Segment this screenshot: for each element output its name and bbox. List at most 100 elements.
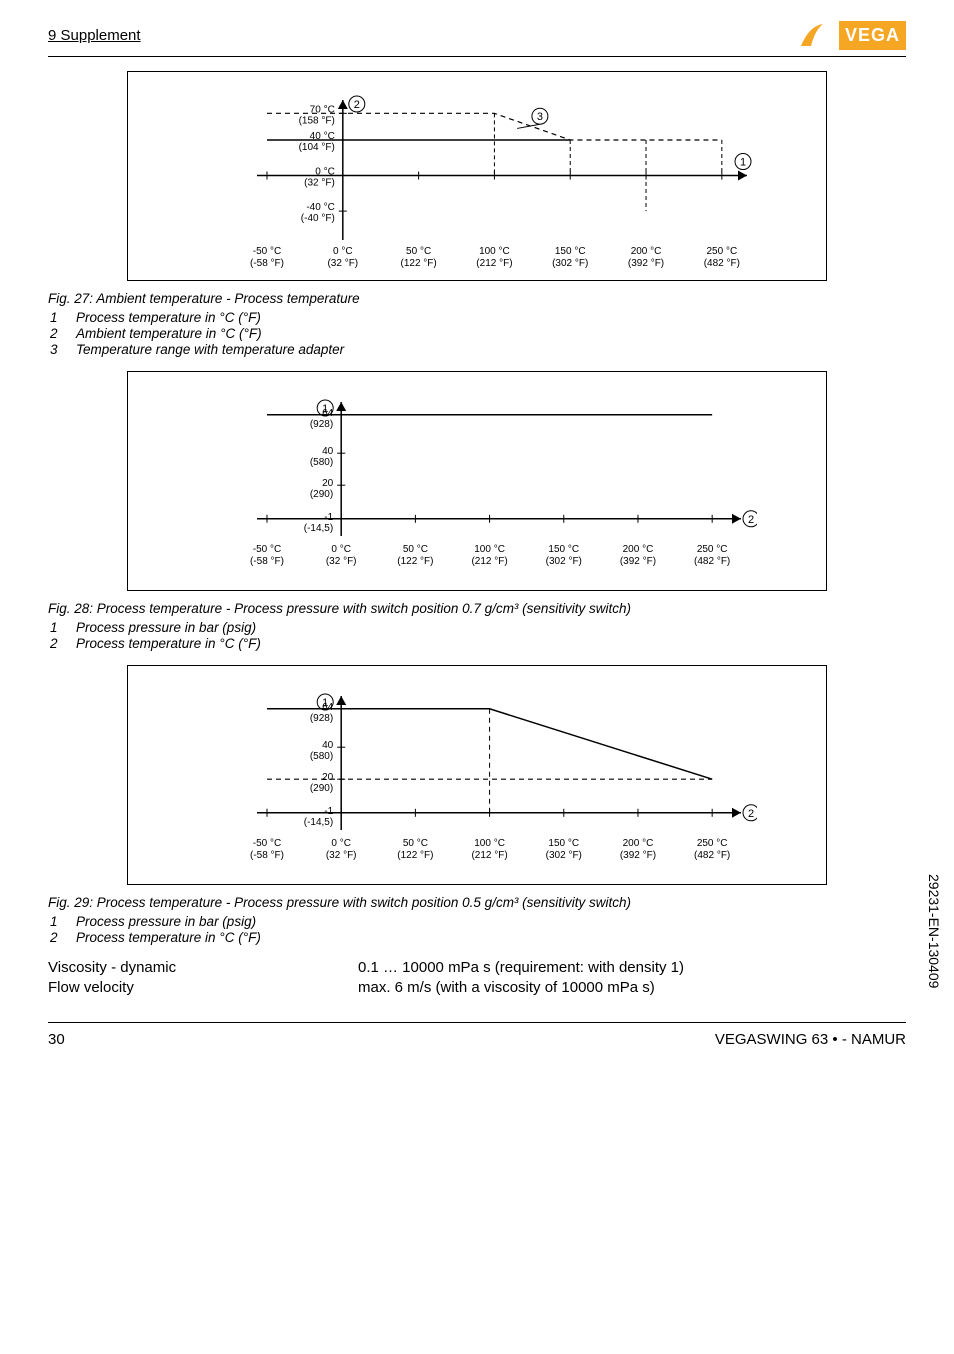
svg-text:2: 2	[748, 514, 754, 526]
spec-value: 0.1 … 10000 mPa s (requirement: with den…	[358, 959, 684, 976]
svg-text:(-58 °F): (-58 °F)	[250, 258, 284, 269]
svg-text:(-58 °F): (-58 °F)	[250, 850, 284, 861]
svg-text:(290): (290)	[310, 783, 333, 794]
caption-28: Fig. 28: Process temperature - Process p…	[48, 601, 906, 616]
svg-text:50 °C: 50 °C	[406, 246, 431, 257]
svg-text:(482 °F): (482 °F)	[694, 850, 730, 861]
svg-text:40: 40	[322, 740, 334, 751]
svg-text:(928): (928)	[310, 713, 333, 724]
doc-number: 29231-EN-130409	[926, 874, 942, 988]
svg-text:(-14,5): (-14,5)	[304, 817, 333, 828]
svg-text:-50 °C: -50 °C	[253, 544, 281, 555]
logo: VEGA	[799, 20, 906, 50]
legend-item: 2Process temperature in °C (°F)	[50, 930, 906, 945]
section-title: 9 Supplement	[48, 27, 141, 44]
spec-label: Flow velocity	[48, 979, 358, 996]
svg-text:0 °C: 0 °C	[333, 246, 353, 257]
svg-text:1: 1	[322, 697, 328, 709]
legend-item: 1Process pressure in bar (psig)	[50, 620, 906, 635]
svg-text:200 °C: 200 °C	[631, 246, 662, 257]
svg-text:(32 °F): (32 °F)	[326, 556, 357, 567]
svg-text:(302 °F): (302 °F)	[552, 258, 588, 269]
svg-text:(122 °F): (122 °F)	[397, 556, 433, 567]
svg-text:250 °C: 250 °C	[697, 838, 728, 849]
svg-text:(302 °F): (302 °F)	[546, 556, 582, 567]
page-footer: 30 VEGASWING 63 • - NAMUR	[48, 1022, 906, 1048]
chart-27-svg: -40 °C(-40 °F)0 °C(32 °F)40 °C(104 °F)70…	[197, 90, 757, 270]
product-name: VEGASWING 63 • - NAMUR	[715, 1031, 906, 1048]
legend-item: 2Process temperature in °C (°F)	[50, 636, 906, 651]
legend-item: 1Process temperature in °C (°F)	[50, 310, 906, 325]
svg-text:1: 1	[740, 157, 746, 169]
svg-text:1: 1	[322, 403, 328, 415]
svg-text:100 °C: 100 °C	[474, 544, 505, 555]
legend-item: 2Ambient temperature in °C (°F)	[50, 326, 906, 341]
chart-29: -1(-14,5)20(290)40(580)64(928)-50 °C(-58…	[127, 665, 827, 885]
svg-text:(122 °F): (122 °F)	[400, 258, 436, 269]
svg-text:(158 °F): (158 °F)	[299, 115, 335, 126]
svg-text:(290): (290)	[310, 489, 333, 500]
svg-text:50 °C: 50 °C	[403, 838, 428, 849]
svg-text:100 °C: 100 °C	[474, 838, 505, 849]
page-number: 30	[48, 1031, 65, 1048]
legend-item: 3Temperature range with temperature adap…	[50, 342, 906, 357]
svg-text:2: 2	[354, 99, 360, 111]
svg-text:(482 °F): (482 °F)	[694, 556, 730, 567]
svg-text:150 °C: 150 °C	[555, 246, 586, 257]
page-header: 9 Supplement VEGA	[48, 20, 906, 57]
svg-text:(580): (580)	[310, 457, 333, 468]
svg-text:2: 2	[748, 808, 754, 820]
svg-text:(-58 °F): (-58 °F)	[250, 556, 284, 567]
svg-text:150 °C: 150 °C	[548, 838, 579, 849]
svg-text:(-40 °F): (-40 °F)	[301, 213, 335, 224]
svg-text:-1: -1	[324, 806, 333, 817]
svg-text:250 °C: 250 °C	[706, 246, 737, 257]
svg-text:200 °C: 200 °C	[623, 544, 654, 555]
svg-text:150 °C: 150 °C	[548, 544, 579, 555]
chart-29-svg: -1(-14,5)20(290)40(580)64(928)-50 °C(-58…	[197, 684, 757, 874]
svg-text:(392 °F): (392 °F)	[620, 556, 656, 567]
caption-29: Fig. 29: Process temperature - Process p…	[48, 895, 906, 910]
spec-row: Viscosity - dynamic0.1 … 10000 mPa s (re…	[48, 959, 906, 976]
chart-28: -1(-14,5)20(290)40(580)64(928)-50 °C(-58…	[127, 371, 827, 591]
svg-text:(392 °F): (392 °F)	[620, 850, 656, 861]
chart-27: -40 °C(-40 °F)0 °C(32 °F)40 °C(104 °F)70…	[127, 71, 827, 281]
svg-text:(32 °F): (32 °F)	[304, 178, 335, 189]
svg-text:200 °C: 200 °C	[623, 838, 654, 849]
svg-text:0 °C: 0 °C	[331, 544, 351, 555]
legend-item: 1Process pressure in bar (psig)	[50, 914, 906, 929]
chart-28-svg: -1(-14,5)20(290)40(580)64(928)-50 °C(-58…	[197, 390, 757, 580]
spec-value: max. 6 m/s (with a viscosity of 10000 mP…	[358, 979, 655, 996]
legend-29: 1Process pressure in bar (psig)2Process …	[48, 914, 906, 945]
spec-table: Viscosity - dynamic0.1 … 10000 mPa s (re…	[48, 959, 906, 996]
svg-text:-40 °C: -40 °C	[306, 202, 334, 213]
svg-text:-1: -1	[324, 512, 333, 523]
svg-text:50 °C: 50 °C	[403, 544, 428, 555]
svg-text:0 °C: 0 °C	[315, 167, 335, 178]
svg-text:(32 °F): (32 °F)	[327, 258, 358, 269]
logo-swoosh-icon	[799, 20, 839, 50]
svg-text:(580): (580)	[310, 751, 333, 762]
svg-text:20: 20	[322, 772, 334, 783]
svg-text:(928): (928)	[310, 419, 333, 430]
svg-text:(392 °F): (392 °F)	[628, 258, 664, 269]
svg-text:100 °C: 100 °C	[479, 246, 510, 257]
legend-28: 1Process pressure in bar (psig)2Process …	[48, 620, 906, 651]
svg-text:(212 °F): (212 °F)	[476, 258, 512, 269]
svg-text:(212 °F): (212 °F)	[471, 556, 507, 567]
svg-text:(104 °F): (104 °F)	[299, 142, 335, 153]
svg-text:20: 20	[322, 478, 334, 489]
svg-text:(302 °F): (302 °F)	[546, 850, 582, 861]
svg-text:(482 °F): (482 °F)	[704, 258, 740, 269]
legend-27: 1Process temperature in °C (°F)2Ambient …	[48, 310, 906, 357]
svg-text:250 °C: 250 °C	[697, 544, 728, 555]
svg-text:(122 °F): (122 °F)	[397, 850, 433, 861]
spec-row: Flow velocitymax. 6 m/s (with a viscosit…	[48, 979, 906, 996]
svg-text:(32 °F): (32 °F)	[326, 850, 357, 861]
logo-text: VEGA	[839, 21, 906, 50]
svg-text:0 °C: 0 °C	[331, 838, 351, 849]
caption-27: Fig. 27: Ambient temperature - Process t…	[48, 291, 906, 306]
svg-text:(212 °F): (212 °F)	[471, 850, 507, 861]
svg-text:(-14,5): (-14,5)	[304, 523, 333, 534]
svg-text:-50 °C: -50 °C	[253, 838, 281, 849]
